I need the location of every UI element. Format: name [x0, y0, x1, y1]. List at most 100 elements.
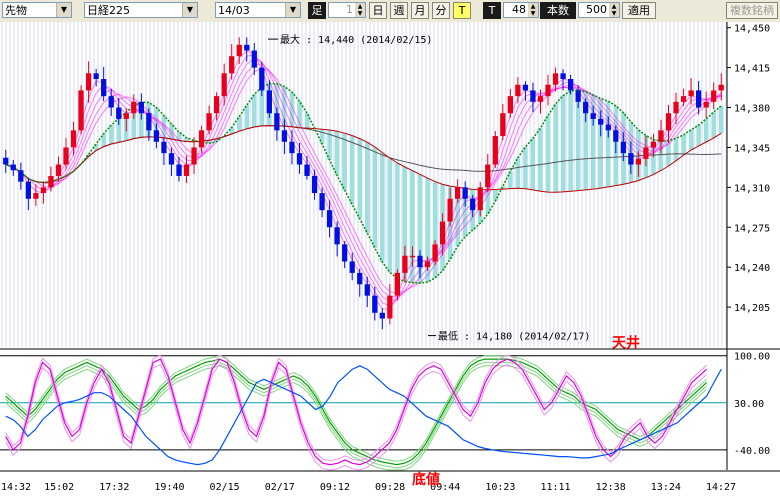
- candle-body: [515, 84, 521, 97]
- candle-body: [530, 90, 536, 102]
- high-annotation: 最大 : 14,440 (2014/02/15): [280, 33, 432, 46]
- candle-body: [70, 130, 77, 148]
- bar-value-stepper[interactable]: 1 ▲ ▼: [328, 2, 366, 18]
- time-tick-label: 12:38: [596, 482, 626, 493]
- ma-fast-line: [5, 57, 722, 302]
- candle-body: [628, 153, 634, 165]
- time-tick-label: 02/17: [265, 482, 295, 493]
- time-tick-label: 19:40: [154, 482, 184, 493]
- instrument-type-select[interactable]: 先物 ▼: [2, 2, 72, 18]
- candle-body: [244, 44, 250, 51]
- candle-body: [25, 181, 31, 199]
- candle-body: [55, 164, 62, 176]
- candle-body: [349, 261, 355, 273]
- symbol-select[interactable]: 日経225 ▼: [84, 2, 198, 18]
- time-tick-label: 15:02: [44, 482, 74, 493]
- candle-body: [326, 210, 333, 228]
- ma-fast-line: [5, 54, 722, 307]
- candle-body: [342, 244, 348, 262]
- candle-body: [18, 170, 24, 182]
- osc-magenta-line: [5, 358, 708, 466]
- candle-body: [289, 141, 295, 154]
- candle-body: [447, 198, 453, 222]
- chevron-down-icon[interactable]: ▼: [285, 3, 300, 17]
- osc-magenta-aux-line: [5, 354, 707, 462]
- candle-body: [236, 44, 242, 57]
- osc-green-aux-line: [5, 361, 707, 469]
- candle-body: [583, 101, 589, 114]
- price-tick-label: 14,380: [734, 104, 770, 115]
- candle-body: [613, 130, 619, 142]
- candle-body: [319, 193, 325, 211]
- ma-mid-line: [5, 82, 722, 284]
- candle-body: [590, 113, 596, 119]
- candle-body: [424, 261, 431, 268]
- candle-body: [259, 67, 265, 91]
- candle-body: [176, 164, 182, 176]
- time-axis: 14:32 15:02 17:32 19:40 02/15 02/17 09:12 09:28…: [1, 482, 736, 493]
- month-button[interactable]: 月: [411, 2, 429, 19]
- candle-body: [48, 175, 54, 188]
- candle-body: [3, 157, 9, 165]
- candle-body: [703, 101, 709, 108]
- candle-body: [138, 101, 144, 114]
- bar-value: 1: [346, 3, 353, 16]
- candle-body: [665, 113, 672, 131]
- candle-body: [372, 295, 378, 313]
- t-value: 48: [512, 3, 526, 16]
- candle-body: [379, 312, 385, 319]
- candle-body: [417, 255, 423, 268]
- t-value-stepper[interactable]: 48 ▲ ▼: [503, 2, 539, 18]
- candle-body: [485, 164, 491, 188]
- time-tick-label: 09:44: [430, 482, 460, 493]
- contract-select[interactable]: 14/03 ▼: [215, 2, 301, 18]
- candle-body: [229, 56, 235, 74]
- instrument-type-value: 先物: [5, 4, 27, 17]
- chevron-down-icon[interactable]: ▼: [56, 3, 71, 17]
- annotations: 最大 : 14,440 (2014/02/15) 最低 : 14,180 (201…: [268, 33, 640, 488]
- candle-body: [153, 130, 160, 142]
- candle-body: [161, 141, 167, 154]
- candle-body: [266, 90, 272, 114]
- candle-body: [409, 255, 416, 258]
- bar-label: 足: [308, 2, 326, 19]
- candle-body: [334, 227, 340, 245]
- candle-body: [545, 84, 551, 97]
- candle-body: [101, 79, 107, 97]
- tick-button[interactable]: T: [453, 2, 471, 19]
- candle-body: [537, 96, 544, 102]
- contract-value: 14/03: [218, 4, 250, 17]
- candle-body: [146, 113, 152, 131]
- ma-fast-line: [5, 67, 722, 294]
- osc-blue-line: [5, 365, 722, 466]
- candle-body: [711, 90, 717, 102]
- count-value-stepper[interactable]: 500 ▲ ▼: [578, 2, 620, 18]
- candle-body: [63, 147, 69, 165]
- candle-body: [206, 113, 212, 131]
- candle-body: [214, 96, 220, 114]
- price-tick-label: 14,205: [734, 303, 770, 314]
- candle-body: [357, 272, 363, 285]
- apply-button[interactable]: 適用: [622, 2, 656, 19]
- spinner-arrows-icon[interactable]: ▲ ▼: [528, 3, 538, 17]
- week-button[interactable]: 週: [390, 2, 408, 19]
- candle-body: [432, 244, 438, 262]
- candle-body: [455, 187, 461, 199]
- chevron-down-icon[interactable]: ▼: [182, 3, 197, 17]
- candle-body: [183, 164, 190, 176]
- spinner-arrows-icon[interactable]: ▲ ▼: [355, 3, 365, 17]
- candle-body: [650, 141, 657, 148]
- spinner-arrows-icon[interactable]: ▲ ▼: [609, 3, 619, 17]
- time-tick-label: 11:11: [540, 482, 570, 493]
- multi-symbol-button[interactable]: 複数銘柄: [726, 2, 778, 19]
- osc-green-aux-line: [5, 355, 707, 462]
- candle-body: [78, 90, 84, 131]
- candle-body: [123, 113, 129, 119]
- day-button[interactable]: 日: [369, 2, 387, 19]
- minute-button[interactable]: 分: [432, 2, 450, 19]
- t-label: T: [483, 2, 501, 19]
- candle-body: [575, 90, 581, 102]
- count-value: 500: [586, 3, 607, 16]
- candle-body: [688, 90, 694, 97]
- candle-body: [281, 130, 288, 142]
